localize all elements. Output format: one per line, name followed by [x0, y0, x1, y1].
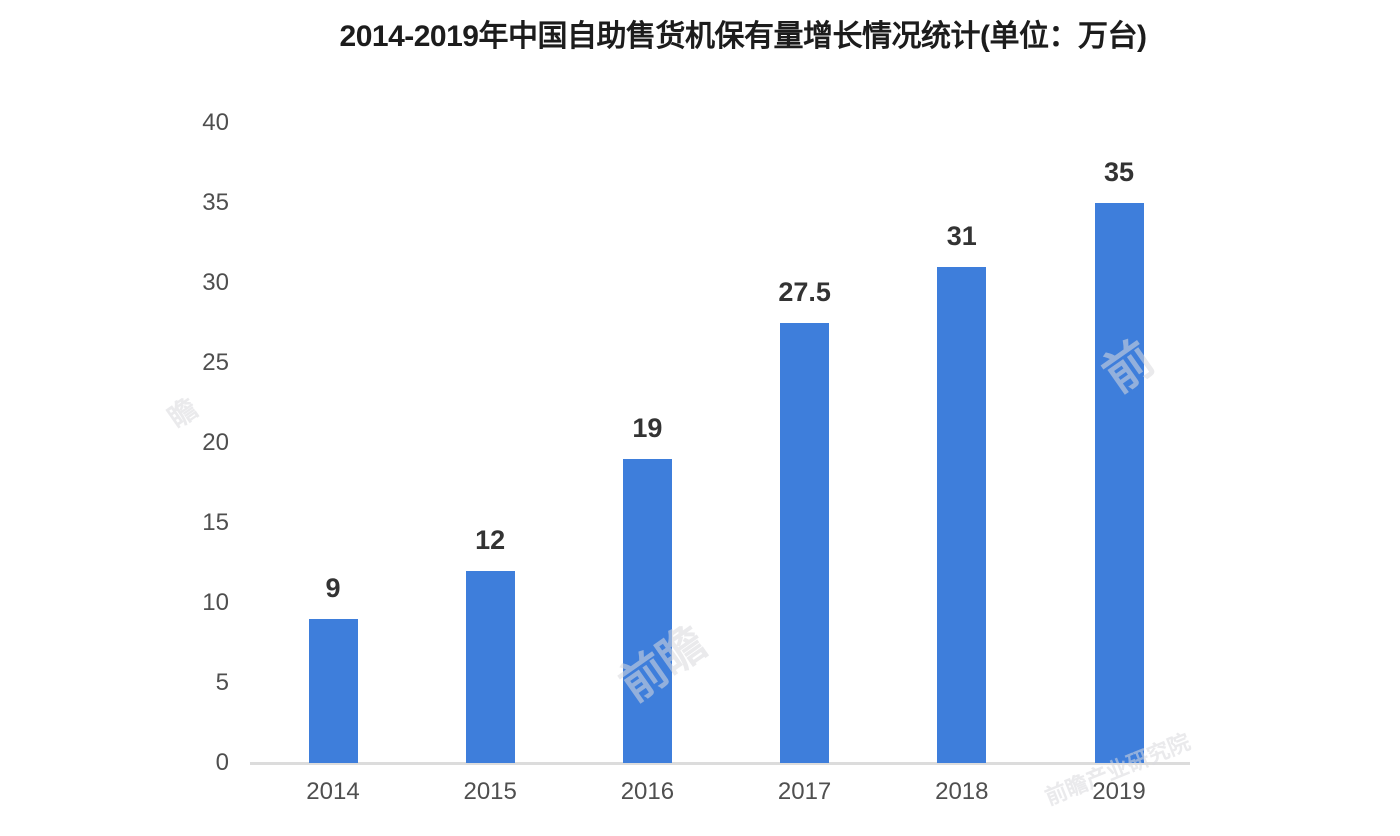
x-tick-label-2017: 2017	[777, 778, 832, 805]
bar-2017	[780, 323, 830, 763]
y-tick-label: 40	[202, 109, 229, 136]
bar-2018	[937, 267, 987, 763]
x-tick-label-2018: 2018	[935, 778, 989, 805]
x-tick-label-2015: 2015	[463, 778, 517, 805]
bar-value-label-2014: 9	[325, 573, 341, 603]
chart-title: 2014-2019年中国自助售货机保有量增长情况统计(单位：万台)	[339, 20, 1147, 53]
y-tick-label: 35	[202, 189, 229, 216]
y-tick-label: 10	[202, 589, 229, 616]
bar-value-label-2016: 19	[632, 413, 663, 443]
plot-area: 9 12 19 27.5 31 35	[255, 123, 1187, 763]
y-tick-label: 20	[202, 429, 229, 456]
bar-2014	[308, 619, 358, 763]
y-tick-label: 15	[202, 509, 229, 536]
bar-2019	[1094, 203, 1144, 763]
bar-value-label-2019: 35	[1103, 157, 1135, 187]
y-tick-label: 5	[215, 669, 229, 696]
bar-value-label-2015: 12	[475, 525, 506, 555]
bar-2015	[465, 571, 515, 763]
x-tick-label-2019: 2019	[1092, 778, 1146, 805]
y-tick-label: 0	[215, 749, 229, 776]
bar-2016	[622, 459, 672, 763]
bar-value-label-2017: 27.5	[778, 277, 831, 307]
y-tick-label: 25	[202, 349, 229, 376]
x-tick-label-2014: 2014	[306, 778, 360, 805]
y-tick-label: 30	[202, 269, 229, 296]
x-axis-line	[250, 762, 1190, 765]
x-tick-label-2016: 2016	[620, 778, 675, 805]
bar-value-label-2018: 31	[946, 221, 977, 251]
